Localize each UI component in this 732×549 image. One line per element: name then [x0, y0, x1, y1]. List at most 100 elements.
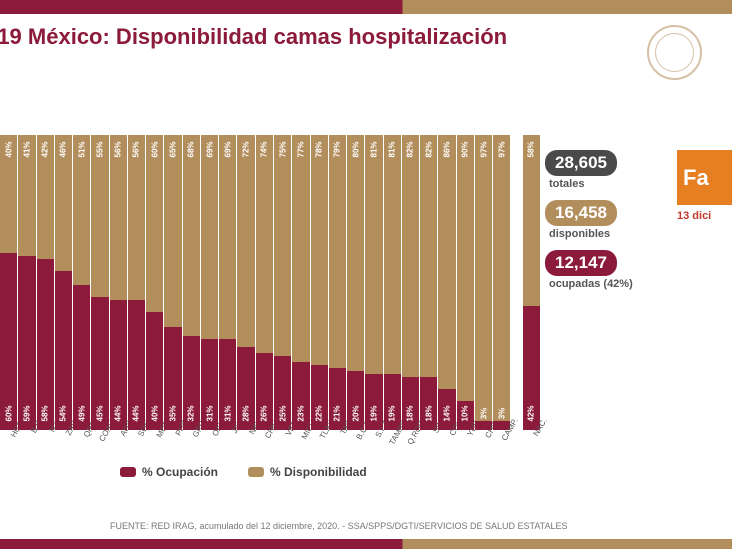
value-occupied: 18% — [424, 405, 433, 421]
value-available: 41% — [22, 142, 31, 158]
segment-available: 81% — [365, 135, 382, 374]
value-available: 42% — [41, 142, 50, 158]
value-available: 86% — [443, 142, 452, 158]
value-occupied: 3% — [497, 408, 506, 420]
value-occupied: 58% — [41, 405, 50, 421]
chart-legend: % Ocupación % Disponibilidad — [120, 465, 367, 479]
title-line-1: -19 México: Disponibilidad camas hospita… — [0, 24, 507, 49]
bar-state: 80%20%B.C.S. — [347, 135, 364, 430]
segment-available: 51% — [73, 135, 90, 285]
value-occupied: 18% — [406, 405, 415, 421]
segment-occupied: 49% — [73, 285, 90, 430]
value-available: 81% — [369, 142, 378, 158]
value-available: 69% — [205, 142, 214, 158]
segment-available: 55% — [91, 135, 108, 297]
segment-occupied: 40% — [146, 312, 163, 430]
stat-value: 16,458 — [545, 200, 617, 226]
top-accent-bar — [0, 0, 732, 14]
phase-date: 13 dici — [677, 210, 732, 222]
segment-occupied: 60% — [0, 253, 17, 430]
value-available: 97% — [479, 142, 488, 158]
bar-state: 65%35%PUE. — [164, 135, 181, 430]
segment-occupied: 45% — [91, 297, 108, 430]
value-available: 40% — [4, 141, 13, 157]
segment-available: 97% — [493, 135, 510, 421]
bar-state: 81%19%TAMPS. — [384, 135, 401, 430]
value-available: 80% — [351, 141, 360, 157]
data-source: FUENTE: RED IRAG, acumulado del 12 dicie… — [110, 521, 568, 531]
value-occupied: 14% — [443, 405, 452, 421]
stat-label: ocupadas (42%) — [549, 278, 665, 290]
value-occupied: 40% — [150, 405, 159, 421]
segment-available: 56% — [128, 135, 145, 300]
value-available: 51% — [77, 142, 86, 158]
stat-item: 28,605totales — [545, 150, 665, 190]
value-available: 78% — [315, 142, 324, 158]
segment-available: 82% — [402, 135, 419, 377]
value-available: 65% — [169, 141, 178, 157]
bar-state: 42%58%N.L. — [37, 135, 54, 430]
legend-occupied: % Ocupación — [120, 465, 218, 479]
bar-state: 68%32%GRO. — [183, 135, 200, 430]
availability-chart: 40%60%HGO.41%59%B.C.42%58%N.L.46%54%ZAC.… — [0, 135, 540, 430]
segment-available: 65% — [164, 135, 181, 327]
segment-occupied: 35% — [164, 327, 181, 430]
stat-item: 16,458 disponibles — [545, 200, 665, 240]
segment-occupied: 44% — [128, 300, 145, 430]
value-occupied: 19% — [388, 405, 397, 421]
bar-state: 46%54%ZAC. — [55, 135, 72, 430]
value-available: 79% — [333, 142, 342, 158]
value-available: 69% — [223, 142, 232, 158]
bar-state: 55%45%COAH. — [91, 135, 108, 430]
bar-national: 58%42%NAC. — [523, 135, 540, 430]
value-available: 90% — [461, 141, 470, 157]
value-available: 75% — [278, 141, 287, 157]
bar-state: 90%10%YUC. — [457, 135, 474, 430]
summary-stats: 28,605totales 16,458 disponibles 12,147 ocup… — [545, 150, 665, 300]
segment-available: 56% — [110, 135, 127, 300]
value-available: 81% — [388, 142, 397, 158]
value-available: 68% — [187, 142, 196, 158]
segment-occupied: 59% — [18, 256, 35, 430]
legend-occupied-label: % Ocupación — [142, 465, 218, 479]
stat-label: totales — [549, 178, 665, 190]
bar-state: 56%44%AGS. — [110, 135, 127, 430]
page-title: -19 México: Disponibilidad camas hospita… — [0, 14, 732, 85]
segment-available: 58% — [523, 135, 540, 306]
value-occupied: 35% — [169, 405, 178, 421]
phase-badge: Fa — [677, 150, 732, 205]
segment-available: 69% — [201, 135, 218, 339]
swatch-occupied-icon — [120, 467, 136, 477]
legend-available-label: % Disponibilidad — [270, 465, 367, 479]
bar-state: 77%23%MICH. — [292, 135, 309, 430]
bar-state: 56%44%SON. — [128, 135, 145, 430]
stat-label: disponibles — [549, 228, 665, 240]
bar-state: 86%14%COL. — [438, 135, 455, 430]
bar-state: 60%40%MOR. — [146, 135, 163, 430]
value-occupied: 44% — [132, 405, 141, 421]
stat-value: 12,147 — [545, 250, 617, 276]
segment-available: 74% — [256, 135, 273, 353]
bar-state: 72%28%NAY. — [237, 135, 254, 430]
value-occupied: 54% — [59, 405, 68, 421]
bar-state: 40%60%HGO. — [0, 135, 17, 430]
bottom-accent-bar — [0, 539, 732, 549]
stat-item: 12,147 ocupadas (42%) — [545, 250, 665, 290]
bar-state: 75%25%VER. — [274, 135, 291, 430]
value-available: 56% — [114, 142, 123, 158]
bar-state: 97%3%CHIS. — [475, 135, 492, 430]
value-available: 46% — [59, 142, 68, 158]
bar-state: 78%22%TLAX. — [311, 135, 328, 430]
value-available: 82% — [406, 142, 415, 158]
value-occupied: 22% — [315, 405, 324, 421]
value-available: 60% — [150, 141, 159, 157]
value-occupied: 42% — [527, 405, 536, 421]
segment-occupied: 32% — [183, 336, 200, 430]
value-available: 77% — [296, 142, 305, 158]
segment-available: 86% — [438, 135, 455, 389]
segment-available: 90% — [457, 135, 474, 401]
value-occupied: 21% — [333, 405, 342, 421]
segment-available: 79% — [329, 135, 346, 368]
value-occupied: 44% — [114, 405, 123, 421]
segment-available: 78% — [311, 135, 328, 365]
